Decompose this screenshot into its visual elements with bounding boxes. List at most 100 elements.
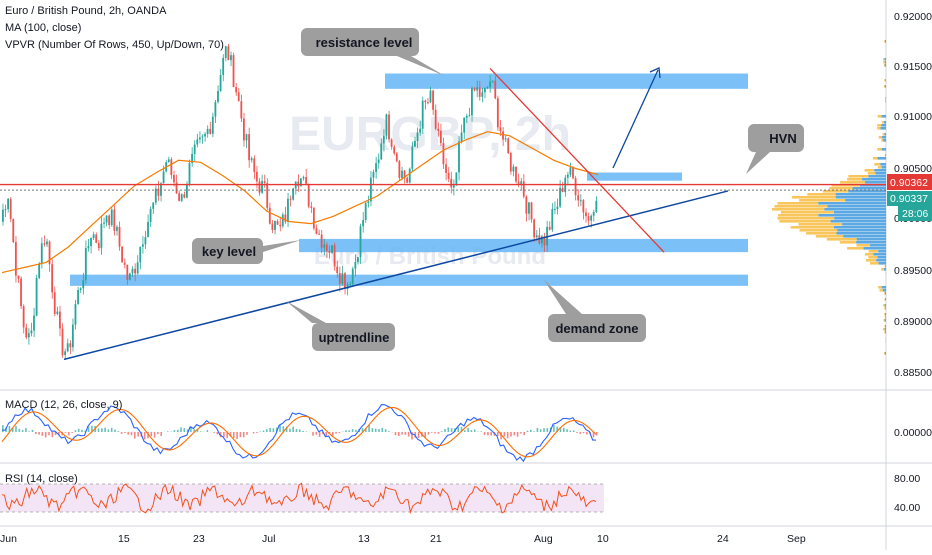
macd-hist-bar [349,430,351,432]
macd-hist-bar [372,428,374,432]
vpvr-legend[interactable]: VPVR (Number Of Rows, 450, Up/Down, 70) [5,39,224,51]
candle-body [471,88,473,115]
time-label: 24 [717,533,729,545]
macd-hist-bar [540,429,542,432]
candle-body [580,200,582,201]
zone-0[interactable] [385,74,748,89]
candle-body [155,189,157,203]
macd-hist-bar [243,432,245,437]
vp-up-bar [865,181,886,184]
candle-body [82,280,84,288]
candle-body [487,87,489,88]
candle-body [256,172,258,182]
zone-3[interactable] [70,275,748,286]
symbol-title[interactable]: Euro / British Pound, 2h, OANDA [5,5,166,17]
candle-body [489,82,491,88]
candle-body [18,276,20,279]
macd-hist-bar [543,428,545,432]
time-label: 15 [118,533,130,545]
zone-1[interactable] [587,173,682,181]
price-pane[interactable] [0,0,886,390]
macd-hist-bar [78,429,80,432]
candle-body [380,143,382,159]
macd-hist-bar [497,432,499,436]
candle-body [455,172,457,185]
macd-hist-bar [464,430,466,432]
vp-up-bar [880,127,886,130]
price-tick: 0.92000 [894,11,932,23]
macd-hist-bar [474,430,476,432]
candle-body [266,183,268,208]
candle-body [20,279,22,307]
macd-hist-bar [253,432,255,433]
candle-body [147,222,149,237]
candle-body [103,223,105,224]
vp-down-bar [857,244,871,247]
macd-hist-bar [395,432,397,435]
candle-body [357,257,359,262]
candle-body [398,161,400,178]
candle-body [557,207,559,209]
candle-body [88,246,90,248]
macd-hist-bar [65,432,67,433]
candle-body [277,221,279,225]
candle-body [199,137,201,139]
vp-down-bar [816,235,843,238]
macd-hist-bar [583,432,585,433]
candle-body [432,91,434,110]
candle-body [419,129,421,133]
macd-hist-bar [553,425,555,432]
macd-hist-bar [570,431,572,432]
candle-body [75,304,77,324]
macd-hist-bar [19,429,21,432]
macd-hist-bar [108,429,110,432]
macd-hist-bar [514,432,516,435]
vp-up-bar [884,58,886,61]
candle-body [329,251,331,253]
vp-up-bar [845,199,886,202]
vp-up-bar [843,235,886,238]
candle-body [33,316,35,331]
candle-body [10,199,12,219]
candle-body [520,181,522,184]
candle-body [152,203,154,209]
macd-hist-bar [375,429,377,432]
candle-body [271,224,273,230]
macd-hist-bar [154,432,156,438]
current-price-tag[interactable]: 0.90362 [887,174,932,190]
macd-hist-bar [510,432,512,437]
candle-body [150,209,152,222]
second-price-tag[interactable]: 0.90337 [887,191,932,206]
vp-up-bar [885,328,886,331]
candle-body [422,101,424,129]
vp-down-bar [799,223,843,226]
rsi-legend[interactable]: RSI (14, close) [5,473,78,485]
candle-body [354,262,356,269]
callout-demand-zone-text: demand zone [555,321,638,336]
vp-up-bar [883,289,886,292]
vp-down-bar [866,259,876,262]
candle-body [259,181,261,192]
candle-body [352,269,354,284]
macd-hist-bar [124,432,126,433]
macd-hist-bar [418,432,420,438]
macd-hist-bar [527,431,529,432]
vp-up-bar [882,136,886,139]
macd-hist-bar [451,428,453,432]
candle-body [2,210,4,222]
ma-legend[interactable]: MA (100, close) [5,22,81,34]
macd-hist-bar [236,432,238,439]
macd-hist-bar [596,432,598,435]
candle-body [170,159,172,175]
candle-body [331,245,333,253]
vp-down-bar [883,58,884,61]
vp-up-bar [885,307,886,310]
candle-body [90,238,92,246]
macd-hist-bar [45,432,47,437]
macd-legend[interactable]: MACD (12, 26, close, 9) [5,399,122,411]
candle-body [414,141,416,147]
zone-2[interactable] [299,239,748,252]
vp-down-bar [884,85,885,88]
